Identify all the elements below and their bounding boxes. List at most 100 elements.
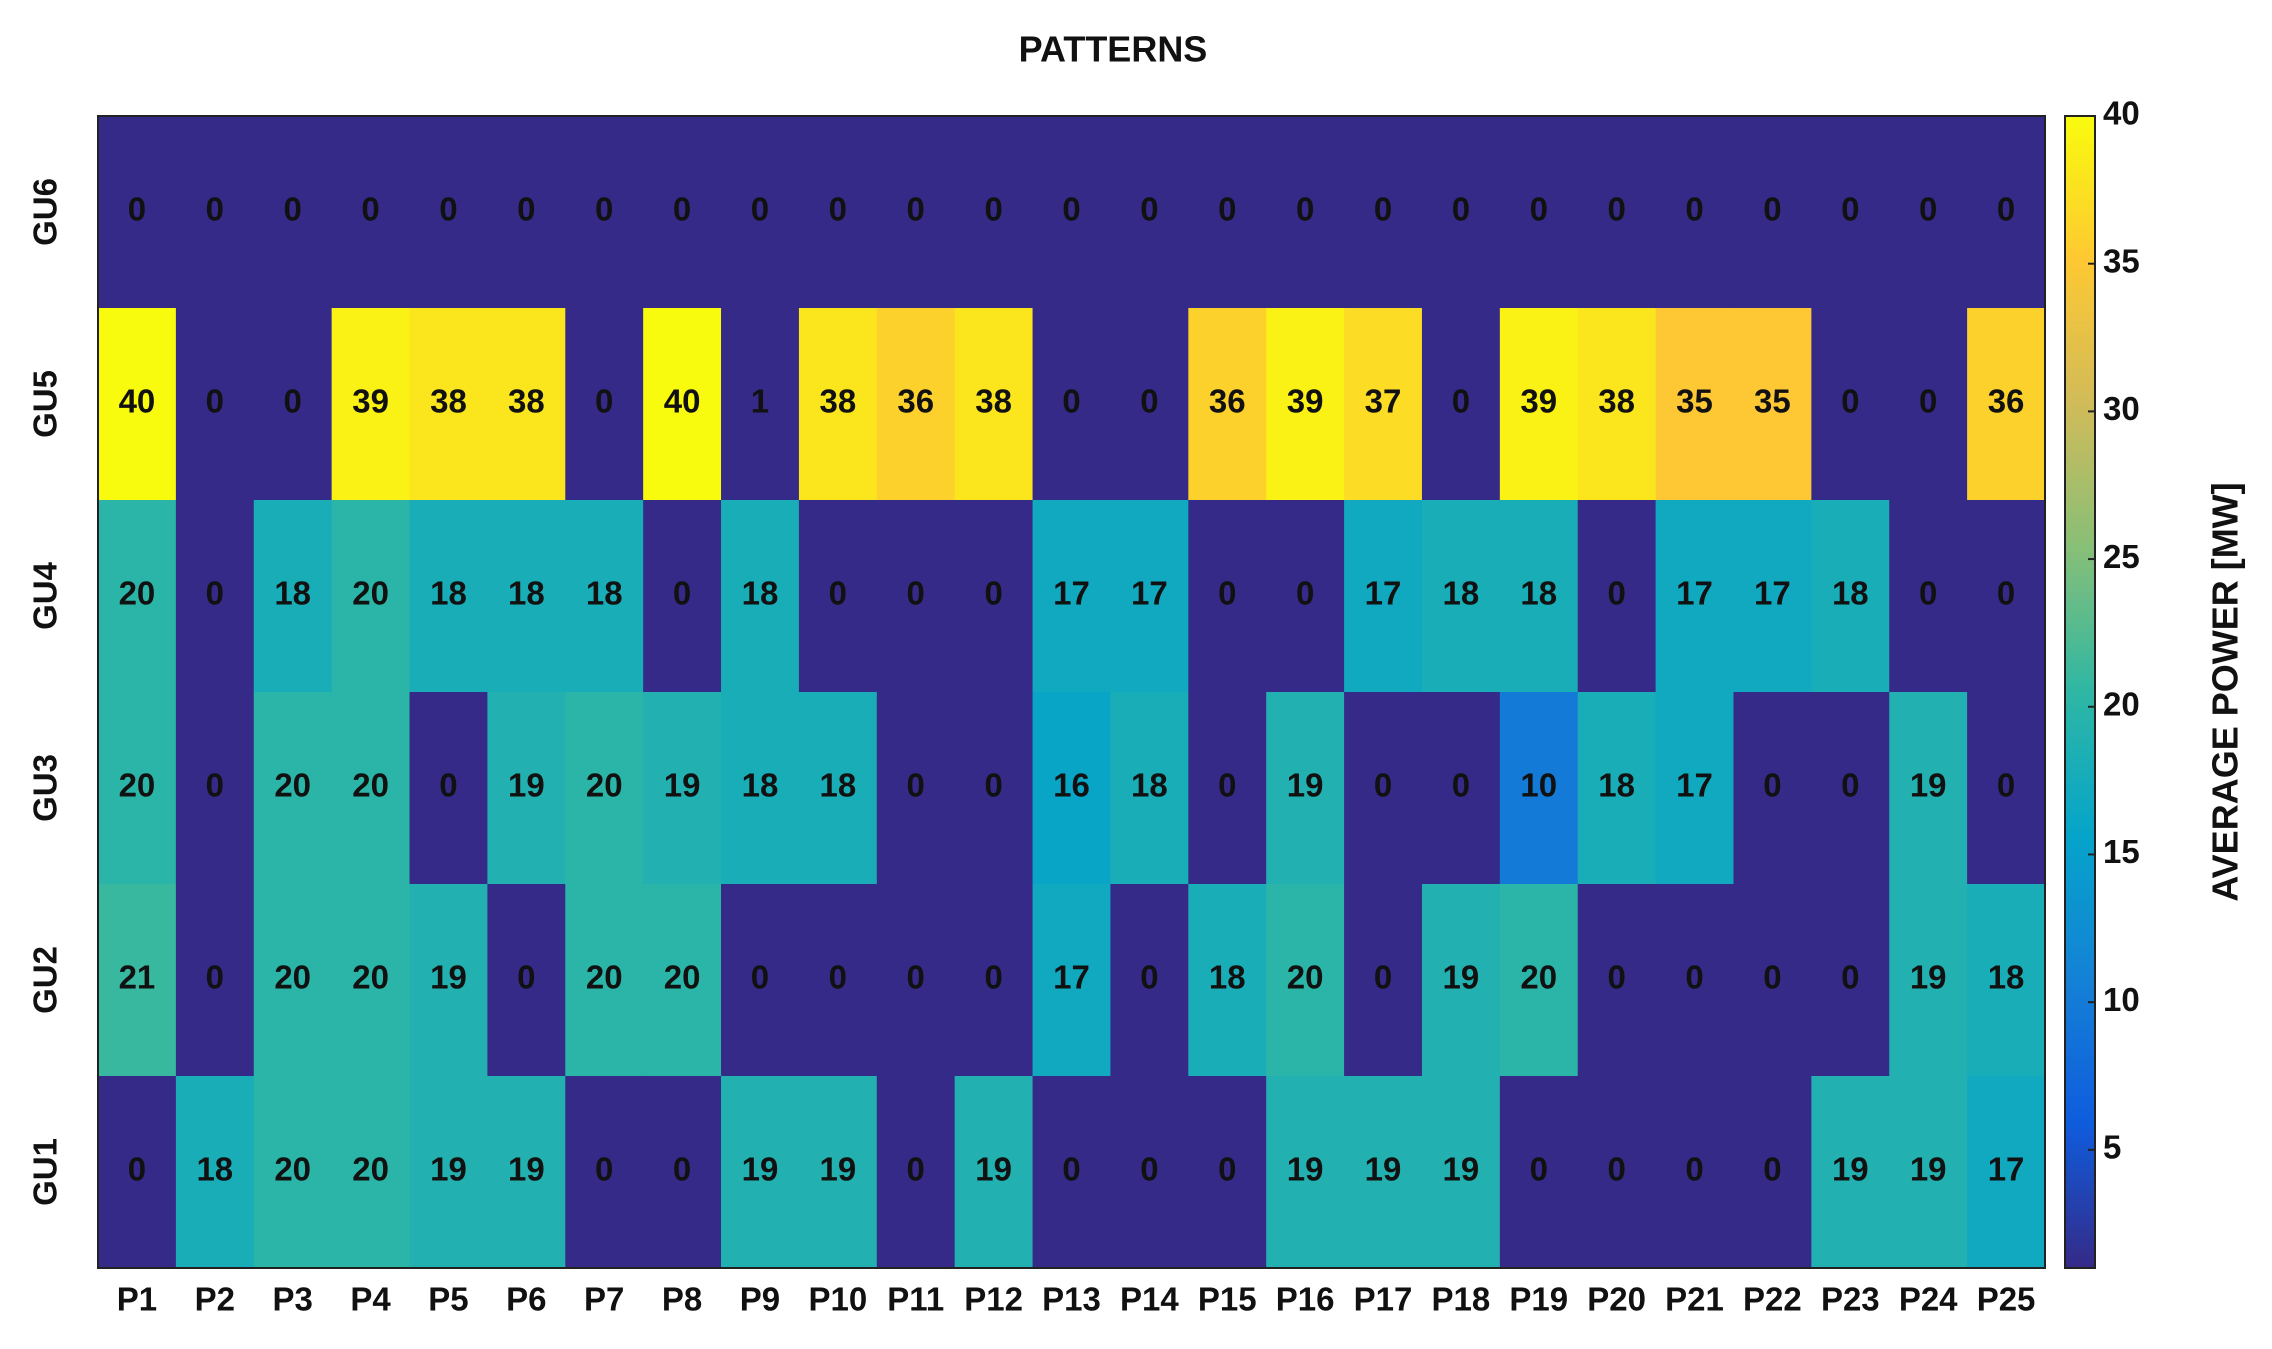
heatmap-cell — [643, 116, 722, 309]
heatmap-cell — [798, 500, 878, 693]
x-tick-label: P8 — [662, 1281, 702, 1318]
x-tick-label: P20 — [1587, 1281, 1646, 1318]
heatmap-cell — [1421, 1076, 1501, 1269]
cell-label: 19 — [508, 1151, 545, 1188]
heatmap-cell — [565, 1076, 644, 1269]
heatmap-cell — [1655, 308, 1734, 501]
heatmap-cell — [954, 1076, 1034, 1269]
heatmap-cell — [954, 884, 1034, 1077]
cell-label: 19 — [1910, 959, 1947, 996]
x-tick-label: P14 — [1120, 1281, 1179, 1318]
heatmap-cell — [175, 500, 255, 693]
x-tick-label: P6 — [506, 1281, 546, 1318]
heatmap-cell — [1499, 500, 1579, 693]
colorbar-tick-label: 30 — [2103, 390, 2140, 427]
heatmap-cell — [1344, 884, 1423, 1077]
heatmap-cell — [1032, 500, 1111, 693]
heatmap-cell — [409, 692, 488, 885]
cell-label: 20 — [1287, 959, 1324, 996]
x-tick-label: P17 — [1354, 1281, 1413, 1318]
heatmap-cell — [565, 692, 644, 885]
cell-label: 0 — [907, 767, 925, 804]
heatmap-cell — [954, 116, 1034, 309]
heatmap-cell — [1577, 884, 1657, 1077]
x-tick-label: P10 — [809, 1281, 868, 1318]
cell-label: 19 — [1910, 1151, 1947, 1188]
heatmap-cell — [331, 1076, 411, 1269]
heatmap-cell — [253, 884, 333, 1077]
x-tick-label: P21 — [1665, 1281, 1724, 1318]
heatmap-cell — [954, 692, 1034, 885]
heatmap-cell — [409, 884, 488, 1077]
cell-label: 0 — [1763, 191, 1781, 228]
heatmap-cell — [1967, 116, 2046, 309]
heatmap-cell — [798, 308, 878, 501]
heatmap-cell — [98, 500, 177, 693]
cell-label: 0 — [1763, 959, 1781, 996]
heatmap-cell — [175, 1076, 255, 1269]
colorbar-label: AVERAGE POWER [MW] — [2205, 482, 2246, 901]
cell-label: 38 — [508, 383, 545, 420]
heatmap-cell — [1032, 884, 1111, 1077]
cell-label: 18 — [1988, 959, 2025, 996]
cell-label: 17 — [1676, 767, 1713, 804]
cell-label: 0 — [907, 191, 925, 228]
cell-label: 20 — [1520, 959, 1557, 996]
cell-label: 36 — [897, 383, 934, 420]
heatmap-cell — [954, 308, 1034, 501]
cell-label: 0 — [984, 575, 1002, 612]
cell-label: 19 — [430, 1151, 467, 1188]
cell-label: 18 — [820, 767, 857, 804]
cell-label: 38 — [820, 383, 857, 420]
cell-label: 39 — [1287, 383, 1324, 420]
x-tick-label: P16 — [1276, 1281, 1335, 1318]
cell-label: 19 — [1443, 959, 1480, 996]
cell-label: 19 — [1287, 1151, 1324, 1188]
cell-label: 0 — [1997, 191, 2015, 228]
heatmap-cell — [1188, 884, 1267, 1077]
x-tick-label: P19 — [1509, 1281, 1568, 1318]
cell-label: 0 — [206, 767, 224, 804]
cell-label: 0 — [984, 959, 1002, 996]
cell-label: 35 — [1754, 383, 1791, 420]
cell-label: 19 — [1365, 1151, 1402, 1188]
heatmap-cell — [721, 116, 800, 309]
cell-label: 0 — [1997, 575, 2015, 612]
heatmap-cell — [175, 884, 255, 1077]
cell-label: 0 — [206, 191, 224, 228]
cell-label: 20 — [664, 959, 701, 996]
cell-label: 38 — [430, 383, 467, 420]
heatmap-cell — [1188, 116, 1267, 309]
heatmap-cell — [643, 308, 722, 501]
cell-label: 0 — [1140, 191, 1158, 228]
heatmap-cell — [1188, 308, 1267, 501]
cell-label: 0 — [206, 575, 224, 612]
x-tick-label: P12 — [964, 1281, 1023, 1318]
cell-label: 0 — [439, 191, 457, 228]
cell-label: 18 — [586, 575, 623, 612]
heatmap-cell — [409, 308, 488, 501]
heatmap-cell — [487, 500, 566, 693]
cell-label: 0 — [517, 191, 535, 228]
heatmap-cell — [721, 308, 800, 501]
cell-label: 0 — [1062, 1151, 1080, 1188]
heatmap-cell — [1032, 308, 1111, 501]
heatmap-cell — [1188, 1076, 1267, 1269]
heatmap-cell — [643, 884, 722, 1077]
cell-label: 40 — [664, 383, 701, 420]
cell-label: 0 — [1218, 1151, 1236, 1188]
heatmap-cell — [798, 116, 878, 309]
cell-label: 0 — [284, 191, 302, 228]
cell-label: 40 — [119, 383, 156, 420]
y-tick-label: GU3 — [27, 754, 64, 822]
heatmap-cell — [1344, 692, 1423, 885]
heatmap-cell — [1889, 884, 1968, 1077]
cell-label: 19 — [1443, 1151, 1480, 1188]
cell-label: 0 — [1452, 767, 1470, 804]
cell-label: 18 — [1209, 959, 1246, 996]
cell-label: 17 — [1131, 575, 1168, 612]
heatmap-cell — [1110, 308, 1189, 501]
heatmap-cell — [1733, 308, 1812, 501]
cell-label: 0 — [673, 191, 691, 228]
cell-label: 17 — [1754, 575, 1791, 612]
